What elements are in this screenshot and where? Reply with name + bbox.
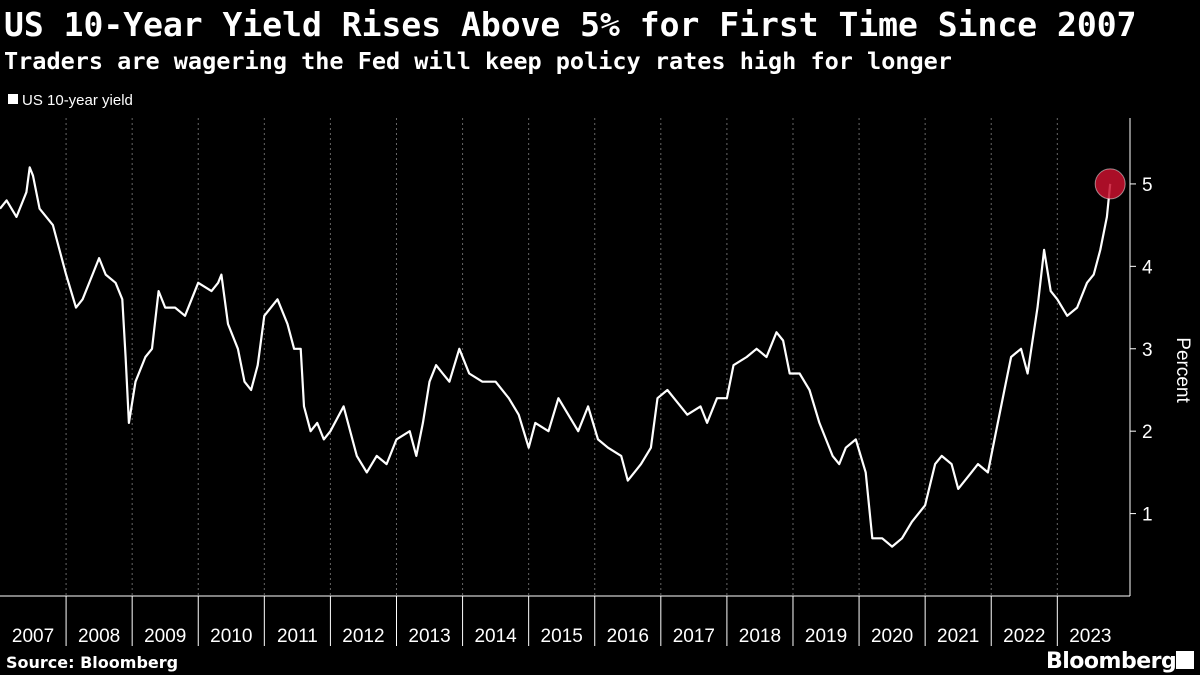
y-tick-label: 2 xyxy=(1142,422,1153,443)
x-tick-label: 2010 xyxy=(210,626,252,647)
chart-subtitle: Traders are wagering the Fed will keep p… xyxy=(4,47,952,75)
x-tick-label: 2021 xyxy=(937,626,979,647)
x-tick-label: 2015 xyxy=(541,626,583,647)
y-tick-label: 3 xyxy=(1142,340,1153,361)
legend-label: US 10-year yield xyxy=(22,92,133,109)
x-tick-label: 2007 xyxy=(12,626,54,647)
source: Source: Bloomberg xyxy=(6,653,178,672)
x-tick-label: 2023 xyxy=(1069,626,1111,647)
chart-title: US 10-Year Yield Rises Above 5% for Firs… xyxy=(4,5,1136,44)
x-tick-label: 2019 xyxy=(805,626,847,647)
x-tick-label: 2016 xyxy=(607,626,649,647)
legend-swatch xyxy=(8,94,18,104)
y-tick-label: 5 xyxy=(1142,175,1153,196)
x-tick-label: 2009 xyxy=(144,626,186,647)
x-tick-label: 2008 xyxy=(78,626,120,647)
x-tick-label: 2022 xyxy=(1003,626,1045,647)
y-tick-label: 1 xyxy=(1142,505,1153,526)
x-tick-label: 2017 xyxy=(673,626,715,647)
x-tick-label: 2020 xyxy=(871,626,913,647)
y-tick-label: 4 xyxy=(1142,257,1153,278)
line xyxy=(0,166,1112,548)
brand: Bloomberg xyxy=(1046,649,1176,674)
brand-icon xyxy=(1176,651,1194,669)
x-tick-label: 2012 xyxy=(342,626,384,647)
x-tick-label: 2018 xyxy=(739,626,781,647)
y-axis-label: Percent xyxy=(1172,337,1193,403)
highlight-marker xyxy=(1094,168,1126,200)
x-tick-label: 2014 xyxy=(474,626,517,647)
x-tick-label: 2011 xyxy=(277,626,318,647)
x-tick-label: 2013 xyxy=(408,626,450,647)
